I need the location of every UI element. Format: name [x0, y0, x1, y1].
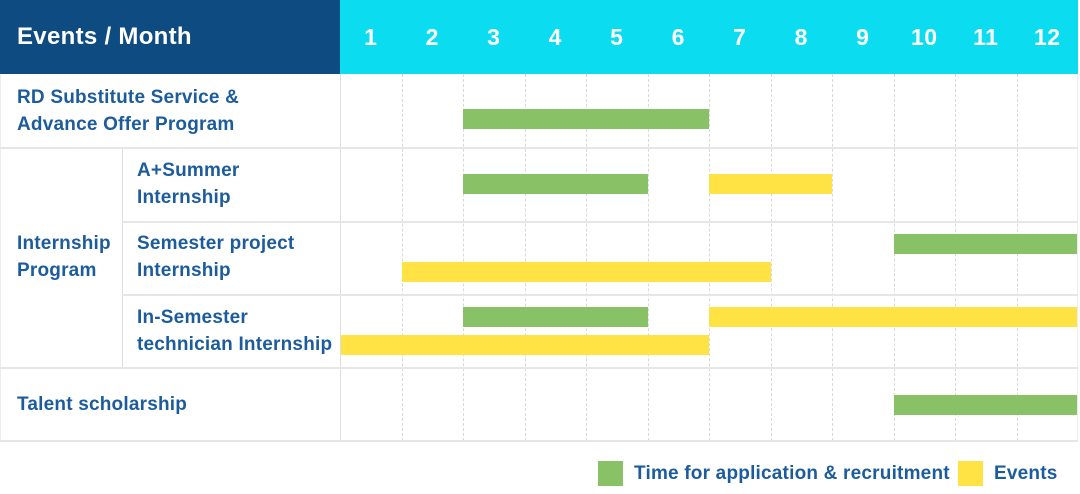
group-label-line: Internship — [17, 233, 111, 255]
month-gridline — [586, 74, 587, 441]
month-header-cell: 4 — [548, 23, 562, 50]
row-label: Talent scholarship — [0, 368, 340, 441]
month-gridline — [524, 74, 526, 441]
row-track — [340, 147, 1077, 220]
row-track — [340, 74, 1077, 147]
recruitment-bar — [893, 233, 1078, 254]
month-header-cell: 6 — [671, 23, 685, 50]
row-track — [340, 294, 1078, 367]
month-gridline — [955, 74, 956, 441]
sub-column-border — [122, 147, 123, 368]
month-header-cell: 7 — [733, 23, 747, 50]
row-label: A+Summer Internship — [122, 147, 340, 220]
row-talent-scholarship: Talent scholarship — [0, 368, 1078, 441]
row-divider — [122, 220, 1078, 223]
month-gridline — [1016, 74, 1018, 441]
row-label-line: Semester project — [137, 233, 295, 255]
row-label: RD Substitute Service & Advance Offer Pr… — [0, 74, 340, 147]
month-header-cell: 10 — [910, 23, 938, 50]
month-header-cell: 12 — [1033, 23, 1061, 50]
yellow-swatch-icon — [958, 461, 983, 486]
group-label-line: Program — [17, 260, 97, 282]
table-right-border — [1077, 74, 1078, 441]
row-a-plus-summer: A+Summer Internship — [0, 147, 1078, 220]
group-label-internship-program: Internship Program — [0, 147, 122, 367]
events-bar — [340, 335, 709, 356]
recruitment-bar — [893, 394, 1078, 415]
month-header-cell: 1 — [364, 23, 378, 50]
month-header-cell: 11 — [973, 23, 999, 50]
row-label-line: technician Internship — [137, 333, 333, 355]
month-gridline — [463, 74, 464, 441]
row-label: In-Semester technician Internship — [122, 294, 340, 367]
label-column-border — [340, 74, 341, 441]
green-swatch-icon — [598, 461, 623, 486]
row-label-line: RD Substitute Service & — [17, 86, 240, 108]
row-label-line: Talent scholarship — [17, 393, 188, 415]
row-label-line: Internship — [137, 187, 231, 209]
row-rd-substitute: RD Substitute Service & Advance Offer Pr… — [0, 74, 1078, 147]
table-left-border — [0, 74, 1, 441]
month-gridline — [770, 74, 772, 441]
row-divider — [0, 367, 1078, 370]
events-bar — [401, 261, 771, 282]
table-bottom-border — [0, 440, 1078, 442]
month-header-row: 1 2 3 4 5 6 7 8 9 10 11 12 — [340, 0, 1078, 74]
legend-label: Time for application & recruitment — [634, 462, 950, 484]
row-divider — [122, 294, 1078, 296]
legend-label: Events — [994, 462, 1058, 484]
row-label-line: Internship — [137, 260, 231, 282]
month-header-cell: 8 — [794, 23, 808, 50]
row-semester-project: Semester project Internship — [0, 221, 1078, 294]
events-bar — [709, 174, 832, 195]
recruitment-bar — [463, 307, 648, 328]
month-gridline — [893, 74, 895, 441]
events-month-header-cell: Events / Month — [0, 0, 340, 74]
month-header-cell: 2 — [425, 23, 439, 50]
recruitment-bar — [463, 174, 648, 195]
row-track — [340, 368, 1078, 441]
row-label-line: In-Semester — [137, 306, 248, 328]
month-gridline — [647, 74, 649, 441]
month-gridline — [709, 74, 710, 441]
row-label-line: A+Summer — [137, 160, 240, 182]
month-header-cell: 5 — [610, 23, 624, 50]
events-bar — [709, 307, 1078, 328]
row-divider — [0, 147, 1078, 149]
month-gridline — [832, 74, 833, 441]
row-label: Semester project Internship — [122, 221, 340, 294]
legend-item-recruitment: Time for application & recruitment — [598, 461, 950, 486]
month-gridline — [401, 74, 403, 441]
row-label-line: Advance Offer Program — [17, 113, 235, 135]
row-in-semester: In-Semester technician Internship — [0, 294, 1078, 367]
month-header-cell: 9 — [856, 23, 870, 50]
legend-item-events: Events — [958, 461, 1058, 486]
month-header-cell: 3 — [487, 23, 501, 50]
row-track — [340, 221, 1078, 294]
recruitment-bar — [463, 109, 709, 129]
